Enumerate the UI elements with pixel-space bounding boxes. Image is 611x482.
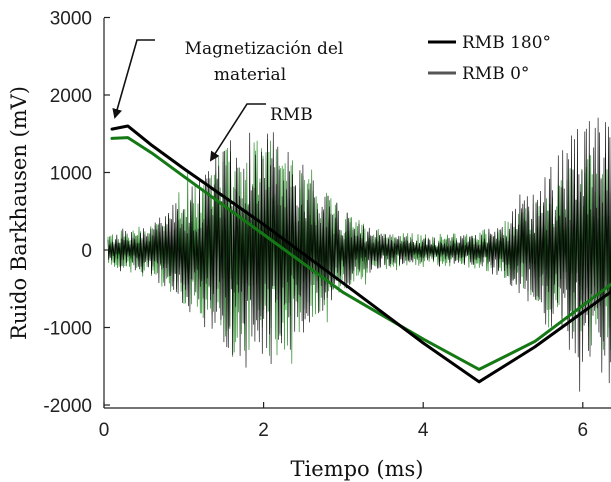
y-tick-label: -2000 <box>43 396 92 417</box>
y-axis-title: Ruido Barkhausen (mV) <box>7 86 31 340</box>
x-axis-title: Tiempo (ms) <box>291 457 424 481</box>
x-tick-label: 4 <box>418 420 429 441</box>
annotation-magnetization-line2: material <box>214 65 286 85</box>
y-ticks: -2000 -1000 0 1000 2000 3000 <box>43 9 110 417</box>
plot-area <box>107 117 611 392</box>
x-tick-label: 6 <box>578 420 589 441</box>
y-tick-label: 3000 <box>50 9 92 30</box>
magnetization-line <box>110 124 611 384</box>
noise-trace <box>107 117 611 392</box>
magnetization-line <box>110 136 611 371</box>
axes <box>103 18 611 409</box>
annotation-rmb-arrow <box>209 103 266 162</box>
y-tick-label: 1000 <box>50 164 92 185</box>
y-tick-label: 2000 <box>50 86 92 107</box>
y-tick-label: -1000 <box>43 319 92 340</box>
magnetization-lines <box>110 124 611 384</box>
annotation-rmb-label: RMB <box>270 105 313 125</box>
x-tick-label: 0 <box>99 420 110 441</box>
annotations: Magnetización del material RMB <box>112 39 344 162</box>
legend-label-rmb-180: RMB 180° <box>462 33 551 53</box>
annotation-magnetization-line1: Magnetización del <box>185 39 344 59</box>
noise-series-black <box>107 117 611 392</box>
x-tick-label: 2 <box>258 420 269 441</box>
legend-label-rmb-0: RMB 0° <box>462 64 529 84</box>
legend: RMB 180° RMB 0° <box>428 33 551 84</box>
y-tick-label: 0 <box>81 241 92 262</box>
annotation-magnetization-arrow <box>112 39 155 119</box>
